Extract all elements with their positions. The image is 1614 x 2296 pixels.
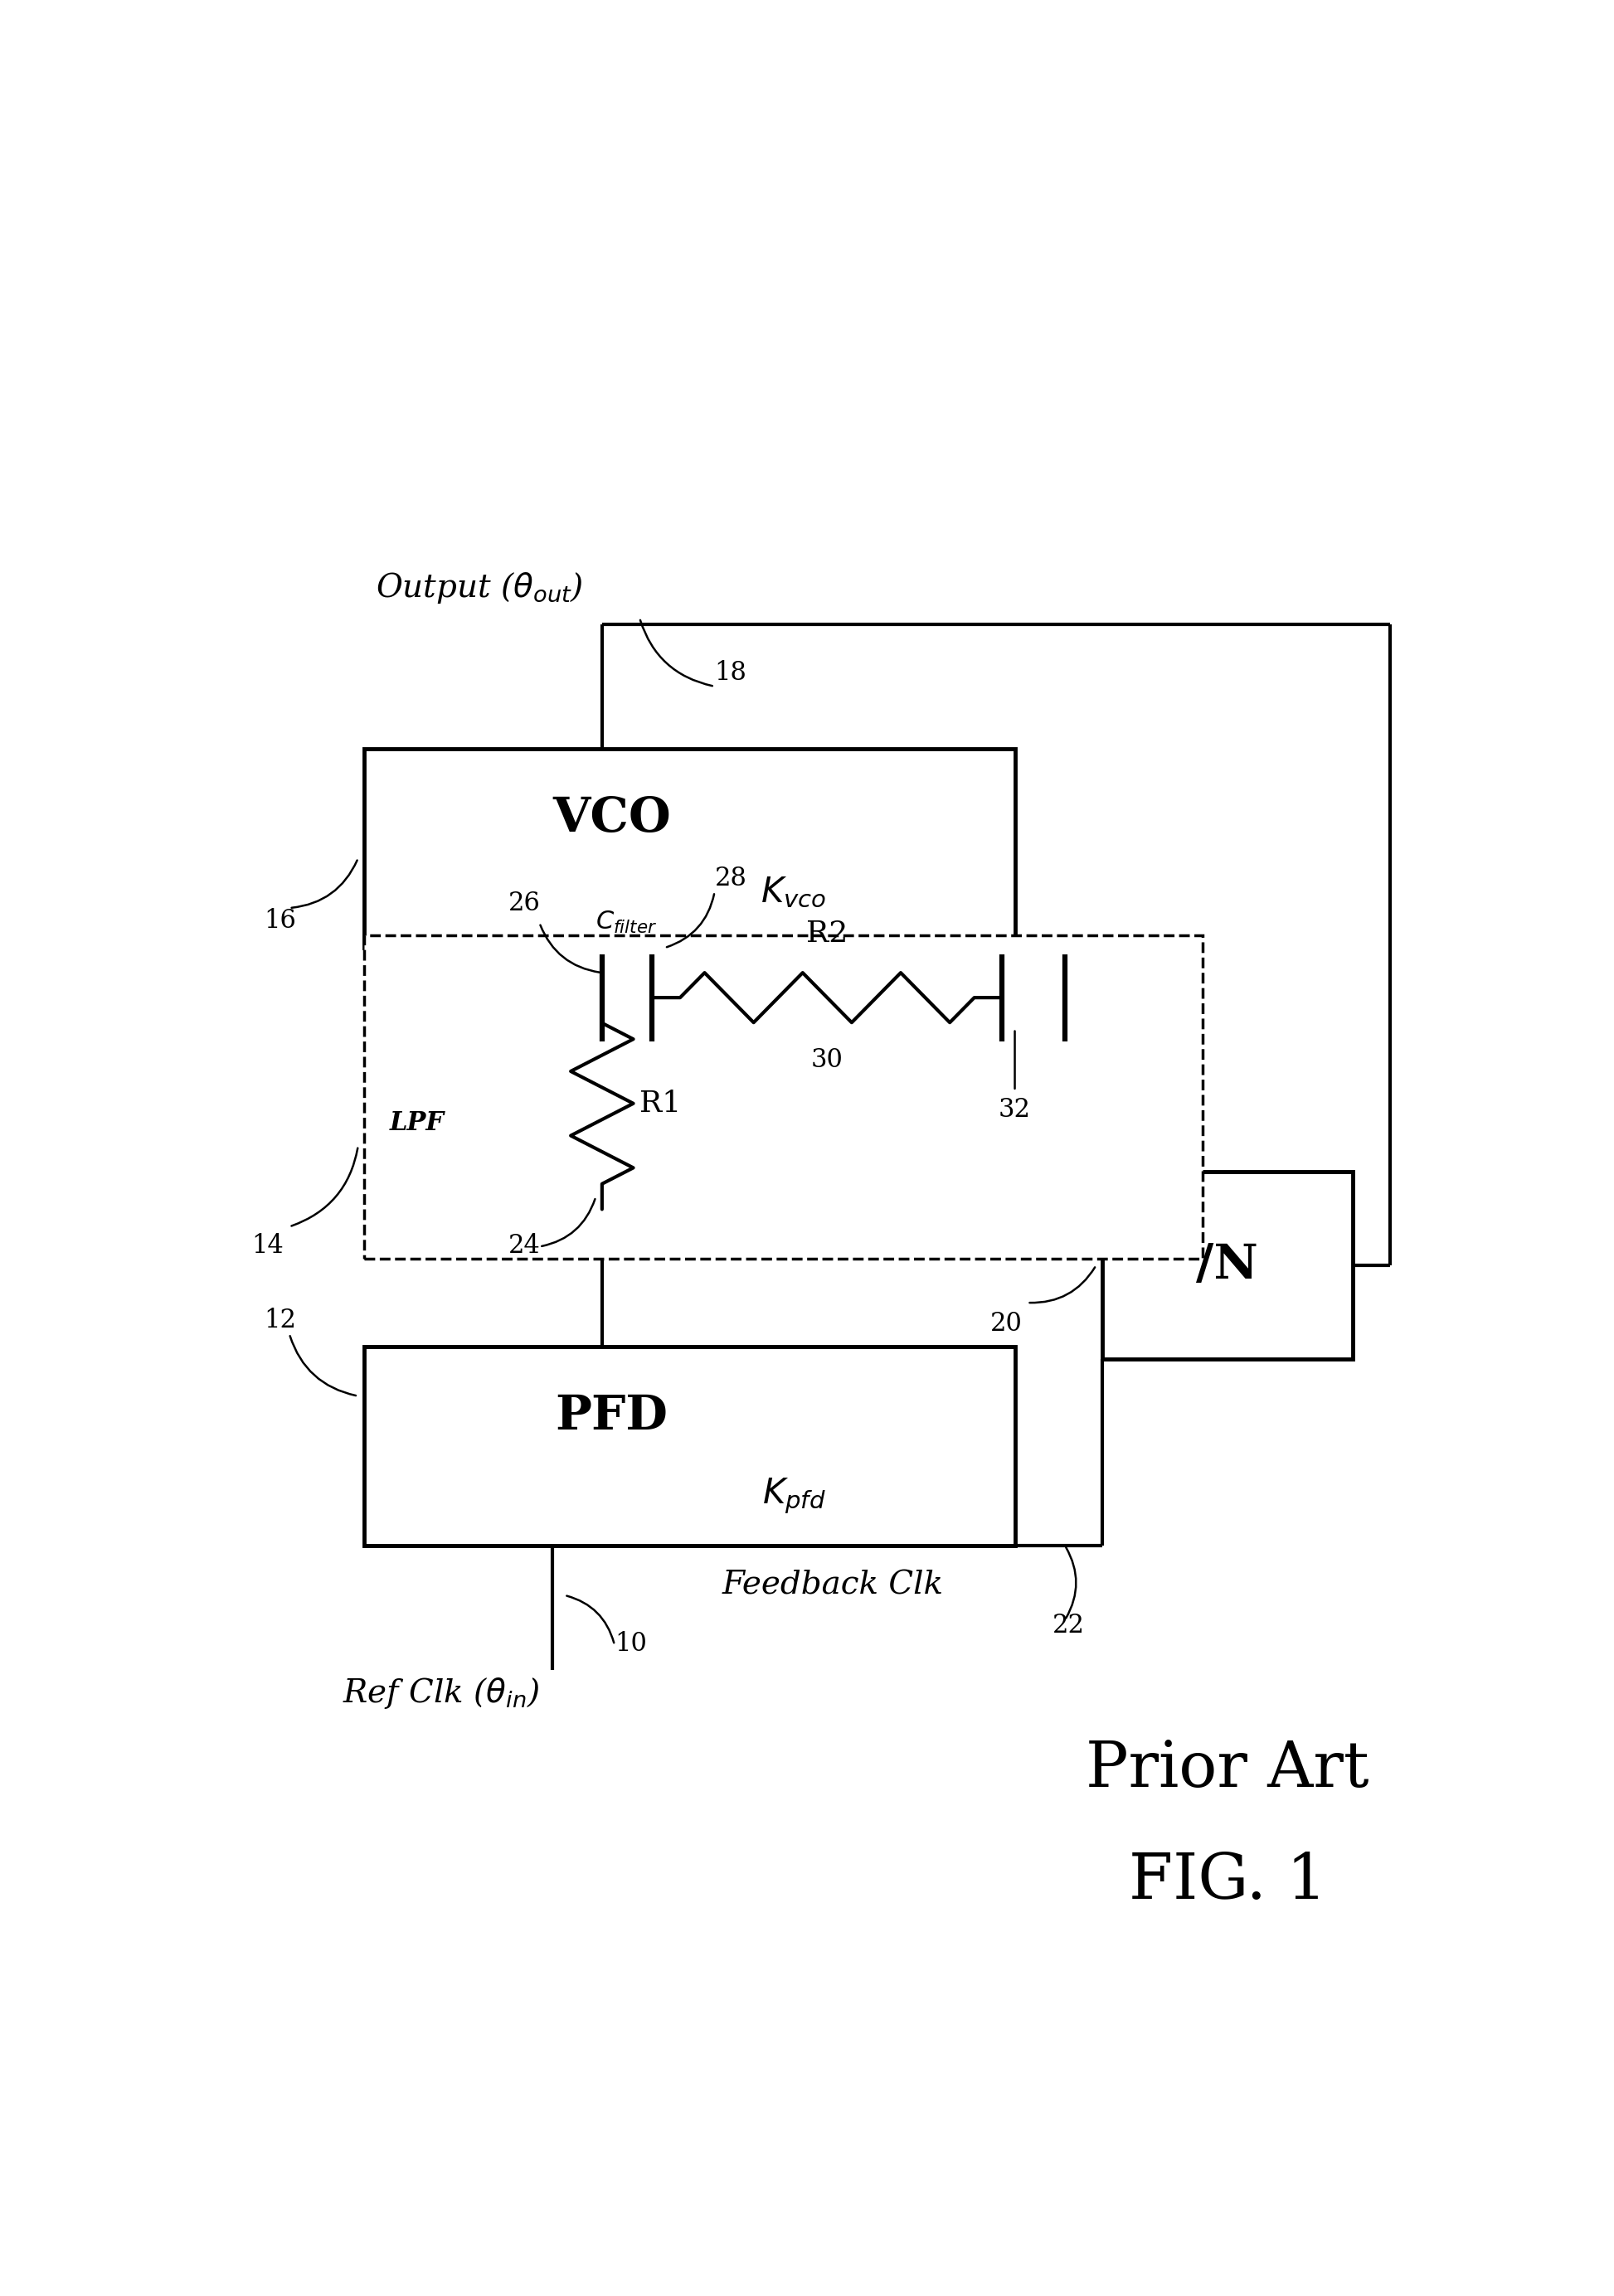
Text: LPF: LPF xyxy=(389,1111,444,1137)
Text: Ref Clk ($\theta_{in}$): Ref Clk ($\theta_{in}$) xyxy=(342,1676,539,1711)
Bar xyxy=(365,748,1015,948)
Text: 30: 30 xyxy=(812,1047,843,1072)
Text: R1: R1 xyxy=(639,1088,681,1118)
Text: FIG. 1: FIG. 1 xyxy=(1128,1851,1327,1913)
Bar xyxy=(365,934,1202,1258)
Text: 28: 28 xyxy=(715,866,747,891)
Bar xyxy=(1102,1171,1353,1359)
Text: Output ($\theta_{out}$): Output ($\theta_{out}$) xyxy=(376,572,583,606)
Text: 12: 12 xyxy=(265,1309,297,1334)
Text: 18: 18 xyxy=(715,661,747,687)
Text: 10: 10 xyxy=(615,1632,647,1658)
Text: $K_{pfd}$: $K_{pfd}$ xyxy=(762,1476,825,1515)
Text: Feedback Clk: Feedback Clk xyxy=(721,1570,944,1600)
Text: Prior Art: Prior Art xyxy=(1086,1738,1369,1800)
Text: 20: 20 xyxy=(989,1311,1022,1336)
Text: 14: 14 xyxy=(252,1233,284,1258)
Text: 32: 32 xyxy=(999,1097,1031,1123)
Text: /N: /N xyxy=(1196,1242,1259,1288)
Text: R2: R2 xyxy=(807,921,847,948)
Text: 26: 26 xyxy=(508,891,541,916)
Text: $K_{vco}$: $K_{vco}$ xyxy=(760,875,826,909)
Bar xyxy=(365,1345,1015,1545)
Text: PFD: PFD xyxy=(555,1394,668,1440)
Text: 24: 24 xyxy=(508,1233,541,1258)
Text: $C_{filter}$: $C_{filter}$ xyxy=(596,909,657,934)
Text: VCO: VCO xyxy=(552,794,671,843)
Text: 16: 16 xyxy=(265,907,297,934)
Text: 22: 22 xyxy=(1052,1612,1085,1639)
